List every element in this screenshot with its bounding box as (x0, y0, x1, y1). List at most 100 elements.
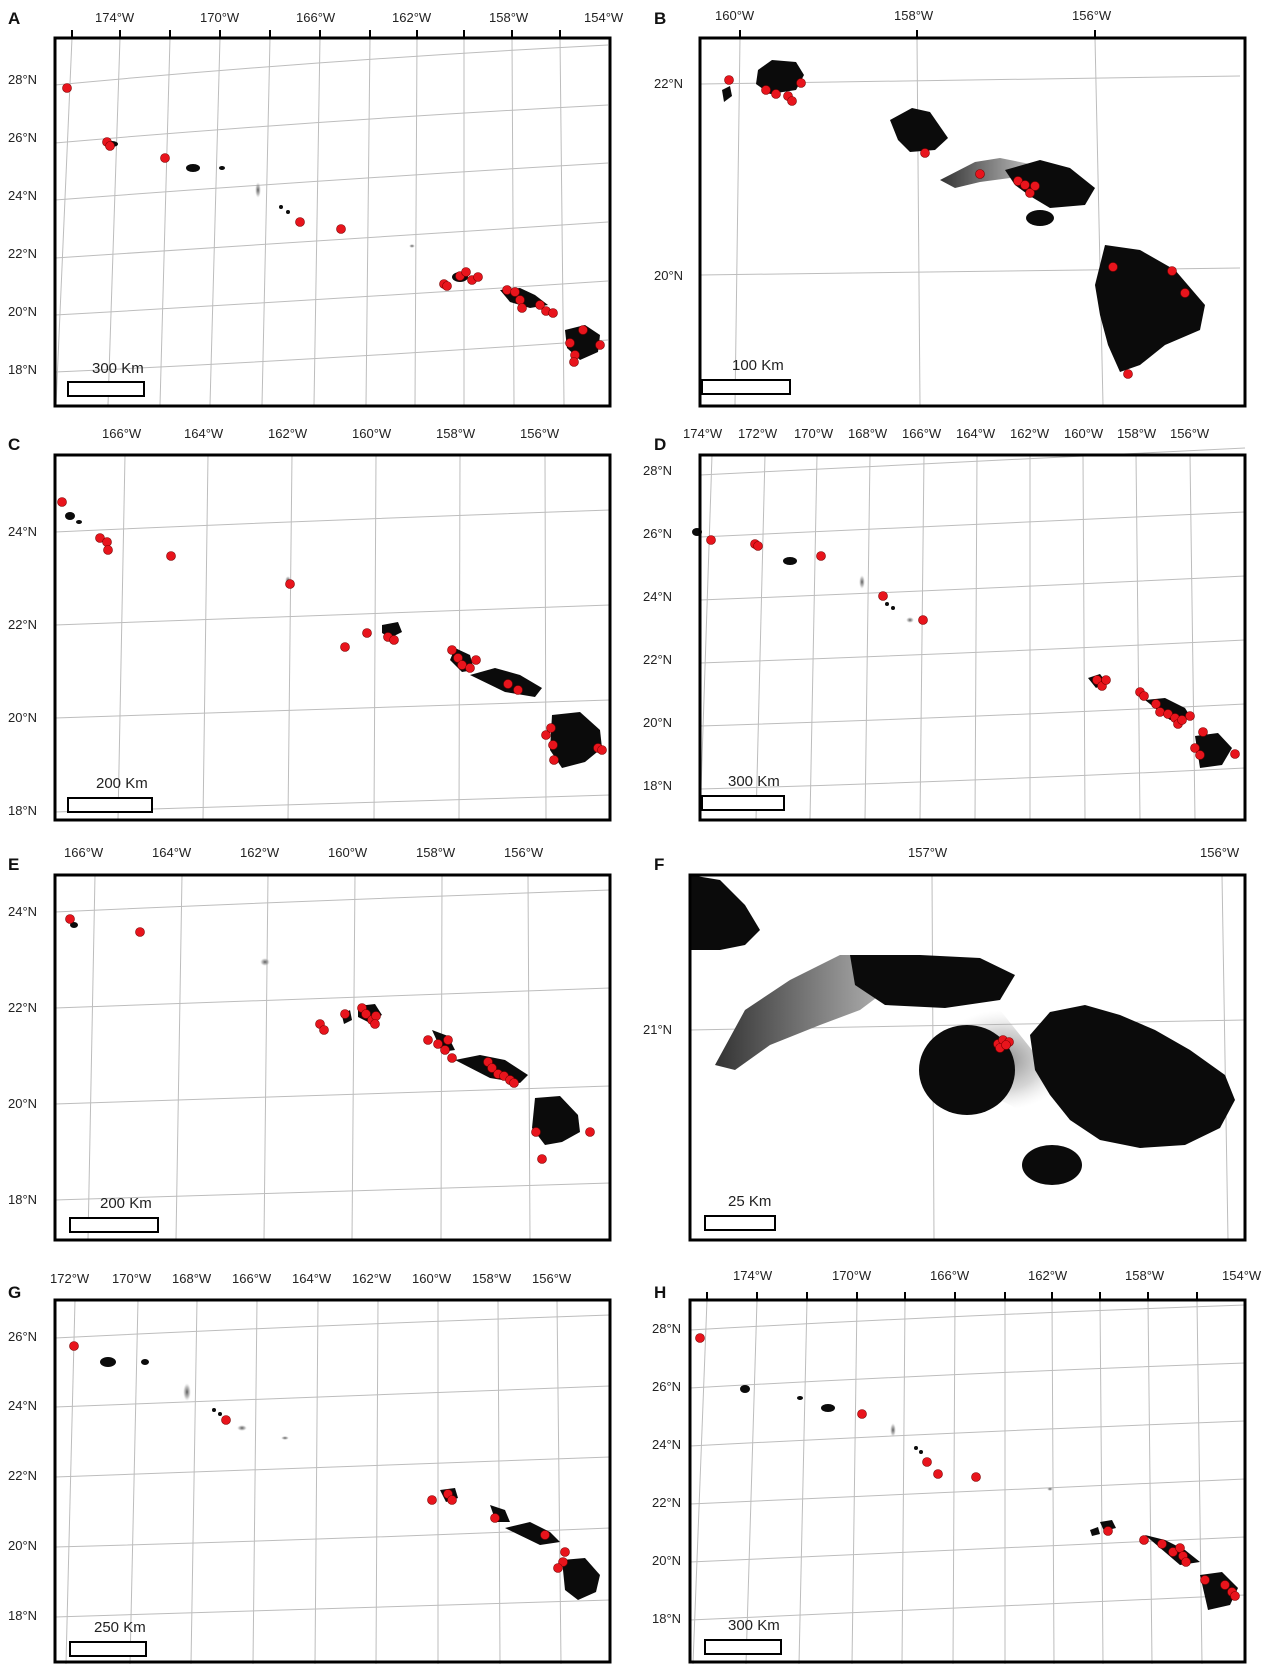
lat-label: 24°N (8, 904, 37, 919)
lon-label: 160°W (328, 845, 368, 860)
panel-letter: E (8, 855, 19, 874)
lon-label: 164°W (292, 1271, 332, 1286)
lat-label: 21°N (643, 1022, 672, 1037)
lat-label: 28°N (8, 72, 37, 87)
panel-d: D 174°W 172°W 170°W 168°W 166°W 164°W (643, 426, 1247, 822)
lon-label: 172°W (50, 1271, 90, 1286)
lat-label: 28°N (643, 463, 672, 478)
map-frame (53, 453, 612, 822)
occurrence-points (724, 75, 1190, 379)
lon-label: 160°W (412, 1271, 452, 1286)
scale-bar: 100 Km (701, 357, 791, 395)
latitude-labels: 28°N 26°N 24°N 22°N 20°N 18°N (652, 1321, 681, 1626)
panel-letter: D (654, 435, 666, 454)
lat-label: 18°N (8, 1192, 37, 1207)
lat-label: 22°N (652, 1495, 681, 1510)
graticule (54, 37, 609, 406)
lat-label: 20°N (8, 1096, 37, 1111)
lon-label: 156°W (532, 1271, 572, 1286)
land-masses (740, 1385, 1238, 1610)
panel-letter: C (8, 435, 20, 454)
panel-c: C 166°W 164°W 162°W 160°W 158°W 156°W 24… (8, 426, 612, 822)
scale-bar: 300 Km (704, 1617, 782, 1655)
longitude-labels: 174°W 172°W 170°W 168°W 166°W 164°W 162°… (683, 426, 1210, 441)
lat-label: 20°N (8, 710, 37, 725)
graticule (689, 1299, 1246, 1664)
latitude-labels: 26°N 24°N 22°N 20°N 18°N (8, 1329, 37, 1623)
latitude-labels: 28°N 26°N 24°N 22°N 20°N 18°N (8, 72, 37, 377)
panel-a: A 174°W (8, 9, 624, 408)
lat-label: 24°N (643, 589, 672, 604)
lon-label: 162°W (240, 845, 280, 860)
lat-label: 20°N (654, 268, 683, 283)
lon-label: 156°W (1170, 426, 1210, 441)
lon-label: 162°W (268, 426, 308, 441)
panel-letter: H (654, 1283, 666, 1302)
lon-label: 162°W (1028, 1268, 1068, 1283)
lon-label: 156°W (520, 426, 560, 441)
land-masses (65, 512, 602, 768)
lat-label: 26°N (652, 1379, 681, 1394)
panel-letter: F (654, 855, 664, 874)
panel-g: G 172°W 170°W 168°W 166°W 164°W 162°W 16… (8, 1271, 612, 1664)
scale-bar: 300 Km (67, 360, 145, 397)
lon-label: 160°W (715, 8, 755, 23)
lon-label: 166°W (296, 10, 336, 25)
longitude-labels: 166°W 164°W 162°W 160°W 158°W 156°W (64, 845, 544, 860)
lon-label: 164°W (956, 426, 996, 441)
lon-label: 166°W (902, 426, 942, 441)
latitude-labels: 21°N (643, 1022, 672, 1037)
longitude-labels: 160°W 158°W 156°W (715, 8, 1112, 23)
lon-label: 160°W (352, 426, 392, 441)
lat-label: 18°N (8, 362, 37, 377)
lon-label: 166°W (232, 1271, 272, 1286)
lon-label: 168°W (848, 426, 888, 441)
map-frame (688, 873, 1247, 1242)
lon-label: 170°W (200, 10, 240, 25)
lat-label: 22°N (643, 652, 672, 667)
lon-label: 158°W (1117, 426, 1157, 441)
lat-label: 22°N (8, 246, 37, 261)
lat-label: 24°N (8, 524, 37, 539)
lon-label: 157°W (908, 845, 948, 860)
map-frame (688, 1298, 1247, 1664)
lon-label: 154°W (1222, 1268, 1262, 1283)
lon-label: 156°W (504, 845, 544, 860)
occurrence-points (695, 1333, 1240, 1601)
lon-label: 174°W (95, 10, 135, 25)
scale-bar: 300 Km (701, 773, 785, 811)
graticule (54, 874, 611, 1241)
lat-label: 22°N (8, 1468, 37, 1483)
occurrence-points (706, 535, 1240, 760)
lat-label: 18°N (652, 1611, 681, 1626)
lon-label: 166°W (930, 1268, 970, 1283)
map-frame (698, 36, 1247, 408)
lon-label: 156°W (1072, 8, 1112, 23)
lon-label: 158°W (416, 845, 456, 860)
lat-label: 20°N (8, 304, 37, 319)
map-frame (53, 873, 612, 1242)
lon-label: 164°W (184, 426, 224, 441)
lat-label: 22°N (654, 76, 683, 91)
longitude-labels: 157°W 156°W (908, 845, 1240, 860)
land-masses (100, 1357, 600, 1600)
panel-letter: A (8, 9, 20, 28)
panel-h: H 174°W (652, 1268, 1262, 1664)
scale-bar: 200 Km (67, 775, 153, 813)
lat-label: 26°N (8, 130, 37, 145)
lon-label: 170°W (794, 426, 834, 441)
scale-label: 200 Km (96, 775, 148, 792)
lon-label: 158°W (1125, 1268, 1165, 1283)
land-masses (722, 60, 1205, 372)
lat-label: 18°N (8, 803, 37, 818)
lat-label: 18°N (8, 1608, 37, 1623)
scale-label: 300 Km (728, 1617, 780, 1634)
land-masses (692, 528, 1232, 768)
longitude-labels: 172°W 170°W 168°W 166°W 164°W 162°W 160°… (50, 1271, 572, 1286)
occurrence-points (69, 1341, 570, 1573)
land-masses (106, 141, 600, 360)
scale-bar: 250 Km (69, 1619, 147, 1657)
lat-label: 20°N (652, 1553, 681, 1568)
lon-label: 156°W (1200, 845, 1240, 860)
